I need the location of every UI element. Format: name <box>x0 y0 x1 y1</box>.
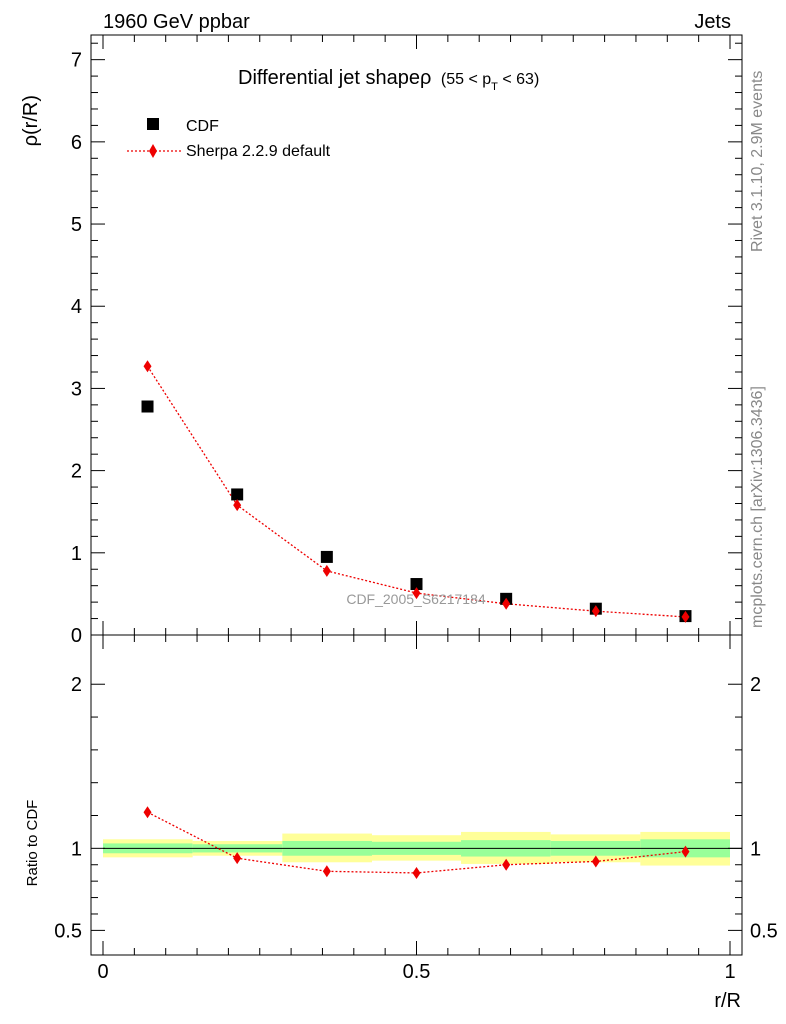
x-tick-label: 0 <box>97 961 108 983</box>
main-y-tick-label: 1 <box>71 543 82 565</box>
main-y-tick-label: 0 <box>71 625 82 647</box>
ratio-sherpa-point <box>322 865 331 878</box>
header-left: 1960 GeV ppbar <box>103 11 250 33</box>
ratio-sherpa-point <box>412 866 421 879</box>
plot-title-main: Differential jet shapeρ <box>238 67 431 89</box>
mcplots-label: mcplots.cern.ch [arXiv:1306.3436] <box>749 386 766 628</box>
main-y-tick-label: 7 <box>71 50 82 72</box>
sherpa-data-point <box>233 499 242 512</box>
plot-title-range-post: < 63) <box>498 71 539 88</box>
ratio-y-tick-label-right: 1 <box>750 838 761 860</box>
ratio-sherpa-point <box>591 855 600 868</box>
main-y-tick-label: 3 <box>71 378 82 400</box>
main-y-tick-label: 4 <box>71 296 82 318</box>
cdf-data-point <box>320 550 333 563</box>
legend-marker-sherpa <box>149 144 157 158</box>
main-y-tick-label: 6 <box>71 132 82 154</box>
sherpa-data-point <box>322 564 331 577</box>
ratio-sherpa-point <box>681 845 690 858</box>
ratio-band-layer <box>103 831 742 866</box>
plot-title: Differential jet shapeρ (55 < pT < 63) <box>238 67 539 93</box>
analysis-watermark: CDF_2005_S6217184 <box>346 591 486 607</box>
ratio-y-tick-label-right: 2 <box>750 674 761 696</box>
x-tick-label: 0.5 <box>403 961 431 983</box>
plot-title-range-pre: (55 < p <box>441 71 491 88</box>
legend-label-cdf: CDF <box>186 118 219 135</box>
ratio-y-tick-label: 0.5 <box>54 920 82 942</box>
legend: CDF Sherpa 2.2.9 default <box>127 118 331 160</box>
legend-label-sherpa: Sherpa 2.2.9 default <box>186 143 331 160</box>
ratio-sherpa-point <box>502 858 511 871</box>
marker-layer <box>141 360 692 879</box>
rivet-version-label: Rivet 3.1.10, 2.9M events <box>749 71 766 252</box>
ratio-panel-frame <box>90 634 743 956</box>
line-layer <box>146 365 686 874</box>
legend-marker-cdf <box>147 118 159 130</box>
tick-layer: 0 1 2 3 4 5 6 7 0.5 0.5 1 1 2 2 0 0.5 1 <box>54 35 778 983</box>
ratio-y-axis-label: Ratio to CDF <box>24 800 41 887</box>
header-right: Jets <box>694 11 731 33</box>
x-tick-label: 1 <box>724 961 735 983</box>
sherpa-data-point <box>681 610 690 623</box>
frame-layer <box>90 34 743 956</box>
cdf-data-point <box>410 578 423 591</box>
sherpa-data-point <box>591 605 600 618</box>
ratio-sherpa-point <box>233 852 242 865</box>
cdf-data-point <box>231 488 244 501</box>
plot-title-range-sub: T <box>491 81 498 93</box>
sherpa-data-point <box>143 360 152 373</box>
cdf-data-point <box>141 400 154 413</box>
sherpa-data-point <box>502 597 511 610</box>
x-axis-label: r/R <box>714 990 741 1012</box>
main-y-axis-label: ρ(r/R) <box>20 95 42 146</box>
ratio-sherpa-point <box>143 806 152 819</box>
sherpa-data-point <box>412 587 421 600</box>
ratio-y-tick-label-right: 0.5 <box>750 920 778 942</box>
ratio-y-tick-label: 2 <box>71 674 82 696</box>
main-y-tick-label: 2 <box>71 461 82 483</box>
ratio-y-tick-label: 1 <box>71 838 82 860</box>
main-y-tick-label: 5 <box>71 214 82 236</box>
